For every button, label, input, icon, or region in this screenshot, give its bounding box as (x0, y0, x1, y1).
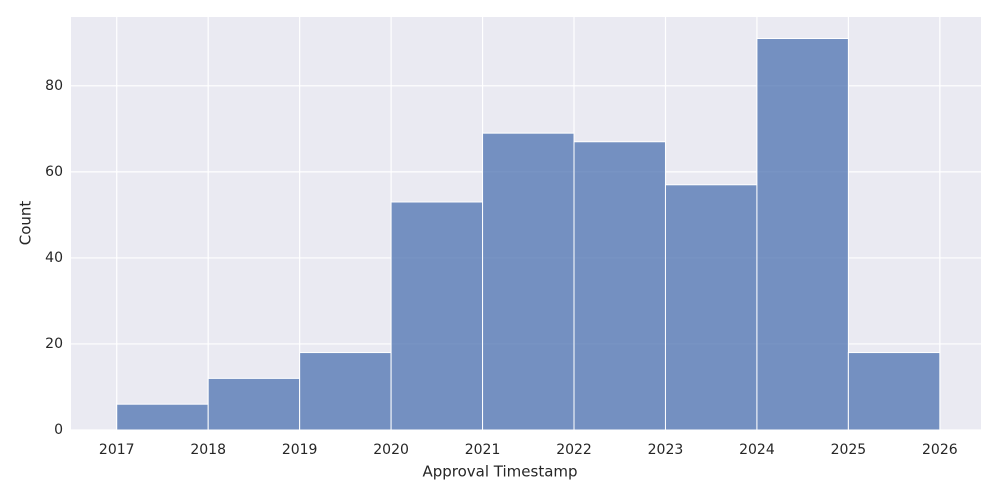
x-tick-label: 2018 (190, 442, 226, 458)
bar (390, 201, 484, 431)
x-tick-label: 2023 (648, 442, 684, 458)
y-tick-label: 20 (45, 336, 63, 352)
x-tick-label: 2019 (282, 442, 318, 458)
bar (299, 352, 392, 431)
x-tick-label: 2020 (373, 442, 409, 458)
y-tick-label: 80 (45, 78, 63, 94)
x-axis-label: Approval Timestamp (422, 463, 577, 481)
bar (482, 132, 575, 431)
x-tick-label: 2021 (465, 442, 501, 458)
bar (116, 403, 209, 431)
x-tick-label: 2026 (922, 442, 958, 458)
y-axis-label: Count (17, 201, 35, 246)
x-tick-label: 2017 (99, 442, 135, 458)
bar (847, 352, 941, 431)
x-tick-label: 2024 (739, 442, 775, 458)
bar (573, 141, 666, 431)
y-tick-label: 60 (45, 164, 63, 180)
y-tick-label: 40 (45, 250, 63, 266)
y-tick-label: 0 (54, 422, 63, 438)
x-tick-label: 2025 (831, 442, 867, 458)
bar (756, 38, 849, 431)
bar (207, 377, 301, 431)
bar (664, 184, 758, 431)
x-tick-label: 2022 (556, 442, 592, 458)
